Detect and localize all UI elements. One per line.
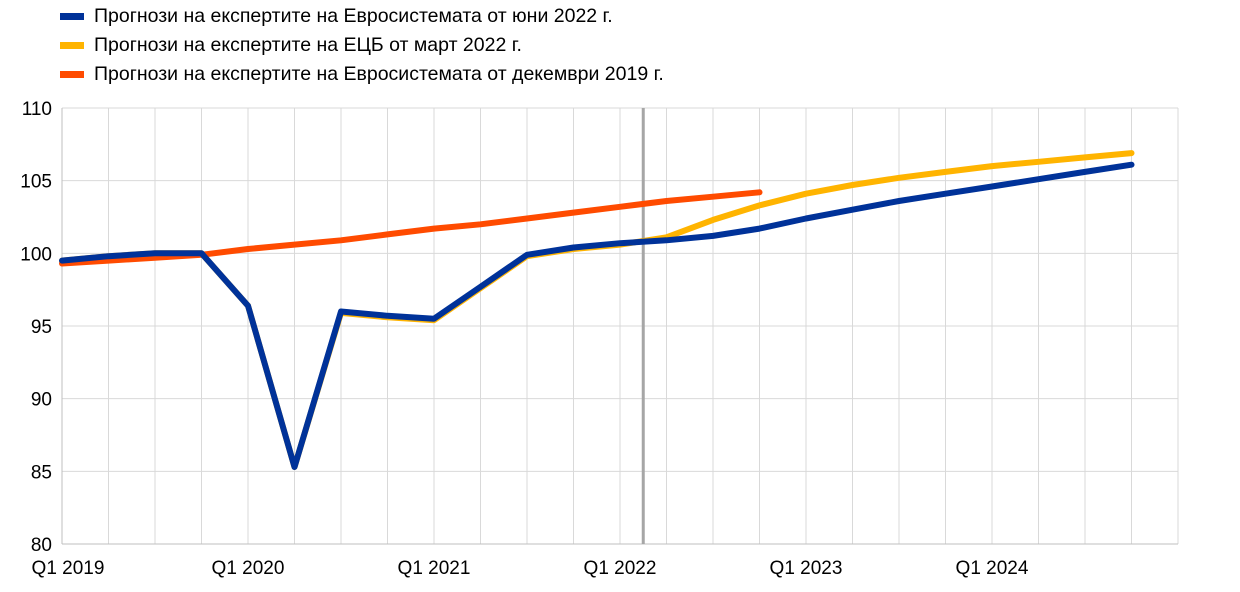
- y-tick-label: 110: [22, 99, 52, 120]
- x-tick-label: Q1 2024: [956, 558, 1029, 579]
- legend-item-june-2022: Прогнози на експертите на Евросистемата …: [60, 2, 664, 31]
- legend-label: Прогнози на експертите на ЕЦБ от март 20…: [94, 34, 522, 56]
- x-tick-label: Q1 2022: [584, 558, 657, 579]
- x-tick-label: Q1 2023: [770, 558, 843, 579]
- legend-item-december-2019: Прогнози на експертите на Евросистемата …: [60, 60, 664, 89]
- legend-item-march-2022: Прогнози на експертите на ЕЦБ от март 20…: [60, 31, 664, 60]
- legend-label: Прогнози на експертите на Евросистемата …: [94, 63, 664, 85]
- legend-swatch: [60, 13, 84, 20]
- legend-label: Прогнози на експертите на Евросистемата …: [94, 5, 613, 27]
- legend-swatch: [60, 71, 84, 78]
- y-tick-label: 85: [31, 462, 52, 483]
- series-line: [59, 150, 1135, 470]
- series-line: [59, 161, 1135, 470]
- legend-swatch: [60, 42, 84, 49]
- x-tick-label: Q1 2019: [32, 558, 105, 579]
- y-tick-label: 80: [31, 535, 52, 556]
- x-tick-label: Q1 2021: [398, 558, 471, 579]
- y-tick-label: 90: [31, 390, 52, 411]
- y-tick-label: 105: [20, 172, 52, 193]
- y-tick-label: 100: [20, 244, 52, 265]
- legend: Прогнози на експертите на Евросистемата …: [60, 2, 664, 89]
- y-tick-label: 95: [31, 317, 52, 338]
- x-tick-label: Q1 2020: [212, 558, 285, 579]
